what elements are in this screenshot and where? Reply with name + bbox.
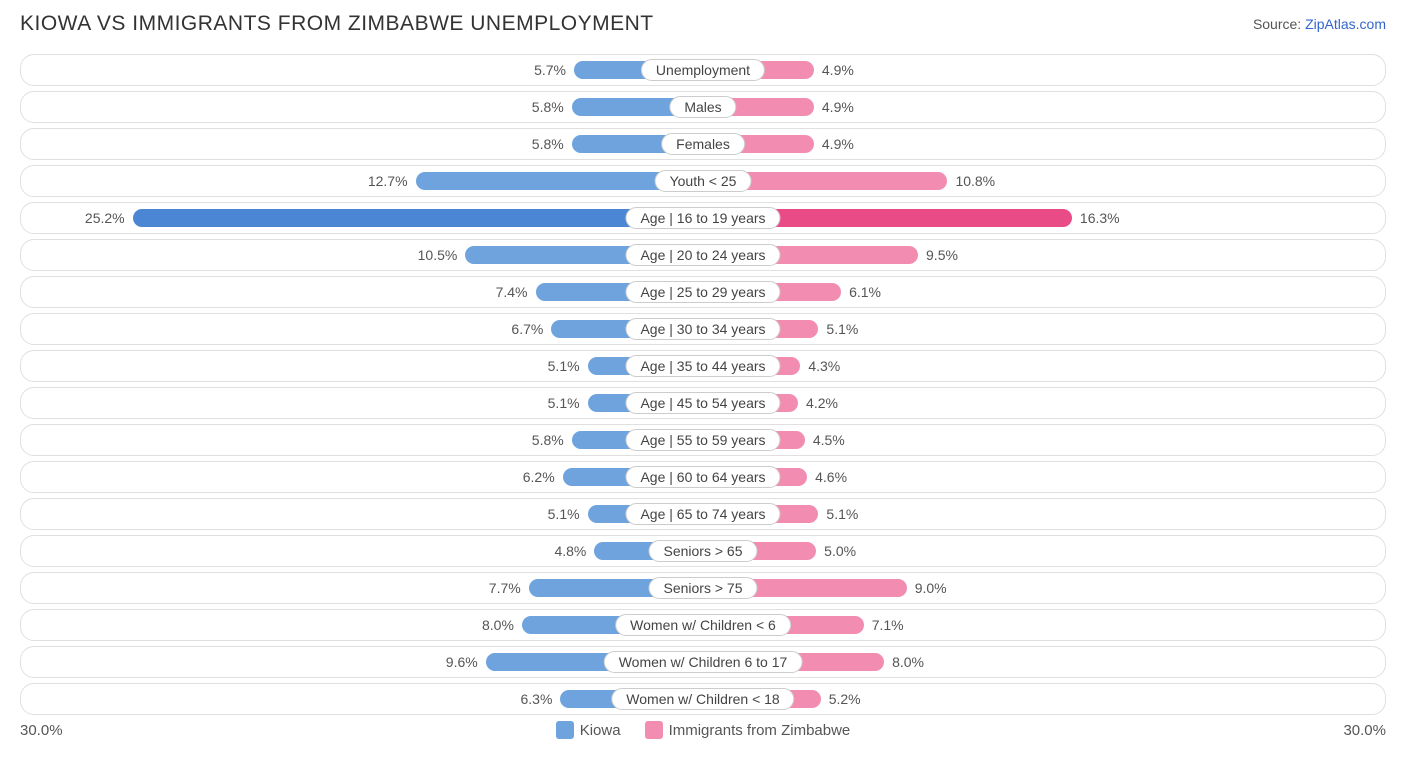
bar-kiowa [133,209,703,227]
butterfly-chart: 5.7% 4.9% Unemployment 5.8% 4.9% Males 5.8% 4.9… [20,54,1386,715]
category-label: Age | 25 to 29 years [625,281,780,303]
value-zimbabwe: 4.9% [814,136,854,152]
value-zimbabwe: 6.1% [841,284,881,300]
category-label: Unemployment [641,59,765,81]
value-zimbabwe: 8.0% [884,654,924,670]
chart-row: 6.2% 4.6% Age | 60 to 64 years [20,461,1386,493]
value-kiowa: 6.3% [520,691,560,707]
chart-row: 8.0% 7.1% Women w/ Children < 6 [20,609,1386,641]
chart-row: 7.4% 6.1% Age | 25 to 29 years [20,276,1386,308]
value-kiowa: 5.7% [534,62,574,78]
chart-row: 9.6% 8.0% Women w/ Children 6 to 17 [20,646,1386,678]
category-label: Age | 16 to 19 years [625,207,780,229]
value-zimbabwe: 4.3% [800,358,840,374]
chart-row: 5.8% 4.9% Females [20,128,1386,160]
value-kiowa: 5.1% [548,506,588,522]
legend-item-zimbabwe: Immigrants from Zimbabwe [645,721,851,739]
value-zimbabwe: 9.5% [918,247,958,263]
category-label: Females [661,133,745,155]
chart-row: 6.3% 5.2% Women w/ Children < 18 [20,683,1386,715]
category-label: Women w/ Children 6 to 17 [604,651,803,673]
category-label: Age | 30 to 34 years [625,318,780,340]
source-attribution: Source: ZipAtlas.com [1253,16,1386,32]
chart-row: 7.7% 9.0% Seniors > 75 [20,572,1386,604]
value-zimbabwe: 5.0% [816,543,856,559]
legend: Kiowa Immigrants from Zimbabwe [556,721,851,739]
value-kiowa: 6.7% [511,321,551,337]
value-kiowa: 5.8% [532,136,572,152]
chart-row: 5.1% 4.3% Age | 35 to 44 years [20,350,1386,382]
value-zimbabwe: 5.2% [821,691,861,707]
value-zimbabwe: 4.9% [814,62,854,78]
category-label: Age | 35 to 44 years [625,355,780,377]
chart-row: 12.7% 10.8% Youth < 25 [20,165,1386,197]
category-label: Women w/ Children < 18 [611,688,794,710]
category-label: Youth < 25 [655,170,752,192]
value-kiowa: 5.1% [548,395,588,411]
value-zimbabwe: 10.8% [947,173,995,189]
legend-label-zimbabwe: Immigrants from Zimbabwe [669,722,851,739]
chart-row: 5.1% 5.1% Age | 65 to 74 years [20,498,1386,530]
legend-item-kiowa: Kiowa [556,721,621,739]
value-zimbabwe: 16.3% [1072,210,1120,226]
value-zimbabwe: 5.1% [818,321,858,337]
category-label: Seniors > 65 [649,540,758,562]
category-label: Age | 60 to 64 years [625,466,780,488]
value-kiowa: 5.8% [532,99,572,115]
page-title: KIOWA VS IMMIGRANTS FROM ZIMBABWE UNEMPL… [20,12,654,36]
category-label: Age | 65 to 74 years [625,503,780,525]
chart-row: 4.8% 5.0% Seniors > 65 [20,535,1386,567]
value-zimbabwe: 7.1% [864,617,904,633]
value-zimbabwe: 4.2% [798,395,838,411]
legend-label-kiowa: Kiowa [580,722,621,739]
value-kiowa: 4.8% [554,543,594,559]
value-zimbabwe: 5.1% [818,506,858,522]
category-label: Seniors > 75 [649,577,758,599]
value-kiowa: 12.7% [368,173,416,189]
value-kiowa: 7.4% [496,284,536,300]
value-kiowa: 6.2% [523,469,563,485]
chart-row: 5.7% 4.9% Unemployment [20,54,1386,86]
chart-row: 5.1% 4.2% Age | 45 to 54 years [20,387,1386,419]
category-label: Women w/ Children < 6 [615,614,791,636]
chart-row: 10.5% 9.5% Age | 20 to 24 years [20,239,1386,271]
value-kiowa: 10.5% [418,247,466,263]
value-kiowa: 8.0% [482,617,522,633]
category-label: Males [669,96,736,118]
value-zimbabwe: 4.6% [807,469,847,485]
category-label: Age | 45 to 54 years [625,392,780,414]
source-prefix: Source: [1253,16,1305,32]
legend-swatch-kiowa [556,721,574,739]
category-label: Age | 55 to 59 years [625,429,780,451]
value-zimbabwe: 4.9% [814,99,854,115]
value-kiowa: 5.8% [532,432,572,448]
value-zimbabwe: 4.5% [805,432,845,448]
legend-swatch-zimbabwe [645,721,663,739]
axis-max-right: 30.0% [1343,722,1386,739]
value-kiowa: 9.6% [446,654,486,670]
category-label: Age | 20 to 24 years [625,244,780,266]
source-link[interactable]: ZipAtlas.com [1305,16,1386,32]
value-zimbabwe: 9.0% [907,580,947,596]
chart-row: 6.7% 5.1% Age | 30 to 34 years [20,313,1386,345]
value-kiowa: 5.1% [548,358,588,374]
chart-row: 5.8% 4.5% Age | 55 to 59 years [20,424,1386,456]
value-kiowa: 25.2% [85,210,133,226]
axis-max-left: 30.0% [20,722,63,739]
chart-row: 25.2% 16.3% Age | 16 to 19 years [20,202,1386,234]
chart-row: 5.8% 4.9% Males [20,91,1386,123]
value-kiowa: 7.7% [489,580,529,596]
